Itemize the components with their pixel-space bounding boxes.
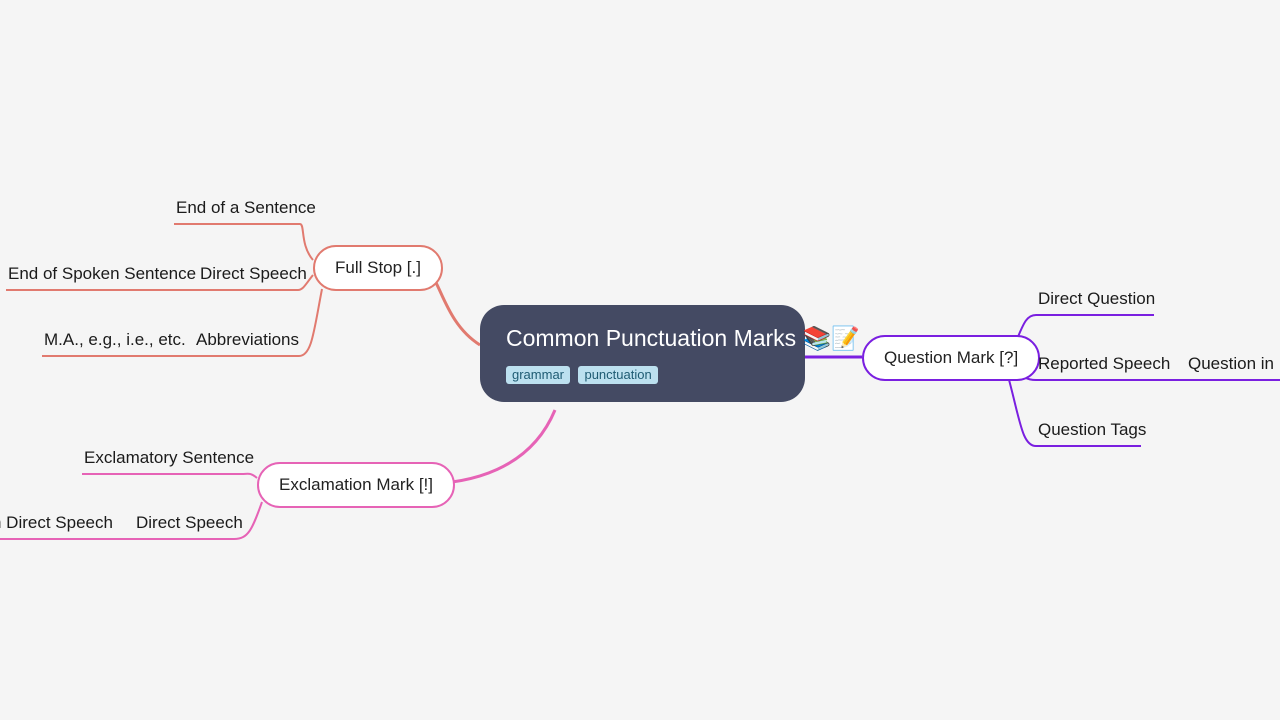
mindmap-canvas: Common Punctuation Marks 📚📝 grammar punc… xyxy=(0,0,1280,720)
tag-grammar[interactable]: grammar xyxy=(506,366,570,384)
central-node[interactable]: Common Punctuation Marks 📚📝 grammar punc… xyxy=(480,305,805,402)
leaf-direct-speech-ex[interactable]: Direct Speech xyxy=(134,513,245,539)
leaf-question-tags[interactable]: Question Tags xyxy=(1036,420,1148,446)
leaf-reported-speech[interactable]: Reported Speech xyxy=(1036,354,1172,380)
tag-punctuation[interactable]: punctuation xyxy=(578,366,657,384)
leaf-in-direct-speech[interactable]: n Direct Speech xyxy=(0,513,115,539)
node-question-mark[interactable]: Question Mark [?] xyxy=(862,335,1040,381)
leaf-direct-question[interactable]: Direct Question xyxy=(1036,289,1157,315)
leaf-abbreviations[interactable]: Abbreviations xyxy=(194,330,301,356)
leaf-direct-speech-fs[interactable]: Direct Speech xyxy=(198,264,309,290)
leaf-exclamatory-sentence[interactable]: Exclamatory Sentence xyxy=(82,448,256,474)
leaf-end-of-sentence[interactable]: End of a Sentence xyxy=(174,198,318,224)
node-full-stop[interactable]: Full Stop [.] xyxy=(313,245,443,291)
leaf-question-in-reported[interactable]: Question in Rep xyxy=(1186,354,1280,380)
leaf-abbrev-examples[interactable]: M.A., e.g., i.e., etc. xyxy=(42,330,188,356)
tag-row: grammar punctuation xyxy=(506,366,779,384)
central-title: Common Punctuation Marks 📚📝 xyxy=(506,325,779,352)
leaf-end-spoken-sentence[interactable]: End of Spoken Sentence xyxy=(6,264,198,290)
node-exclamation-mark[interactable]: Exclamation Mark [!] xyxy=(257,462,455,508)
